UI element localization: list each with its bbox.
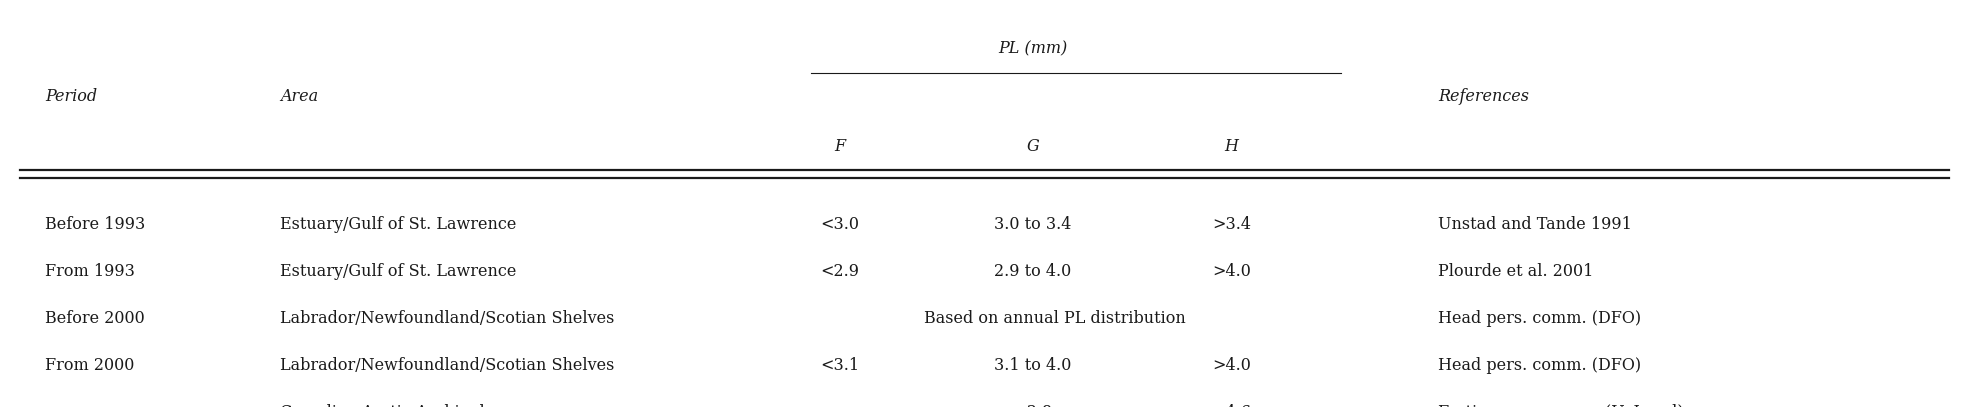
Text: Estuary/Gulf of St. Lawrence: Estuary/Gulf of St. Lawrence	[280, 217, 516, 234]
Text: >3.4: >3.4	[1213, 217, 1250, 234]
Text: Fortier pers. comm. (U. Laval): Fortier pers. comm. (U. Laval)	[1437, 404, 1683, 407]
Text: -: -	[837, 404, 843, 407]
Text: H: H	[1225, 138, 1239, 155]
Text: From 2000: From 2000	[45, 357, 134, 374]
Text: F: F	[835, 138, 845, 155]
Text: >4.0: >4.0	[1213, 357, 1250, 374]
Text: Labrador/Newfoundland/Scotian Shelves: Labrador/Newfoundland/Scotian Shelves	[280, 357, 614, 374]
Text: Plourde et al. 2001: Plourde et al. 2001	[1437, 263, 1593, 280]
Text: >4.0: >4.0	[1213, 263, 1250, 280]
Text: G: G	[1026, 138, 1040, 155]
Text: Canadian Arctic Archipelago: Canadian Arctic Archipelago	[280, 404, 514, 407]
Text: -: -	[45, 404, 51, 407]
Text: PL (mm): PL (mm)	[998, 41, 1067, 58]
Text: Before 2000: Before 2000	[45, 310, 144, 327]
Text: Period: Period	[45, 88, 96, 105]
Text: Based on annual PL distribution: Based on annual PL distribution	[923, 310, 1185, 327]
Text: 2.9 to 4.0: 2.9 to 4.0	[994, 263, 1071, 280]
Text: 3.0 to 3.4: 3.0 to 3.4	[994, 217, 1071, 234]
Text: Before 1993: Before 1993	[45, 217, 146, 234]
Text: 3.1 to 4.0: 3.1 to 4.0	[994, 357, 1071, 374]
Text: Head pers. comm. (DFO): Head pers. comm. (DFO)	[1437, 357, 1640, 374]
Text: <3.8: <3.8	[1014, 404, 1051, 407]
Text: Head pers. comm. (DFO): Head pers. comm. (DFO)	[1437, 310, 1640, 327]
Text: Unstad and Tande 1991: Unstad and Tande 1991	[1437, 217, 1632, 234]
Text: <2.9: <2.9	[821, 263, 858, 280]
Text: From 1993: From 1993	[45, 263, 134, 280]
Text: Labrador/Newfoundland/Scotian Shelves: Labrador/Newfoundland/Scotian Shelves	[280, 310, 614, 327]
Text: <3.0: <3.0	[821, 217, 858, 234]
Text: References: References	[1437, 88, 1530, 105]
Text: Area: Area	[280, 88, 319, 105]
Text: Estuary/Gulf of St. Lawrence: Estuary/Gulf of St. Lawrence	[280, 263, 516, 280]
Text: <3.1: <3.1	[821, 357, 858, 374]
Text: >4.6: >4.6	[1213, 404, 1250, 407]
